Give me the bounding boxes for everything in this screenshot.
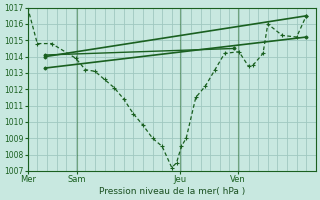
X-axis label: Pression niveau de la mer( hPa ): Pression niveau de la mer( hPa ): [99, 187, 245, 196]
